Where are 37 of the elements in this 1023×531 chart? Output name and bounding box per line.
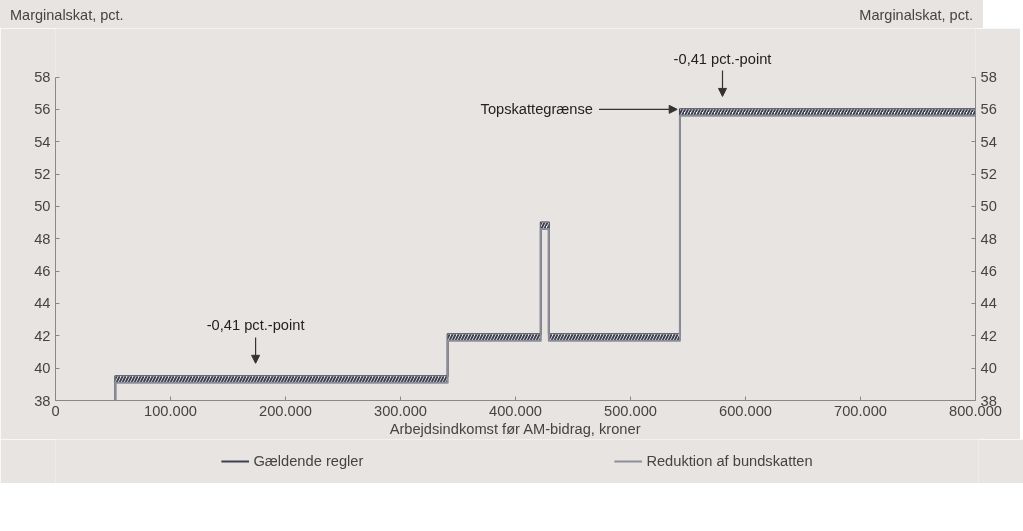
x-axis-title: Arbejdsindkomst før AM-bidrag, kroner bbox=[389, 420, 641, 437]
y-tick-label: 56 bbox=[34, 101, 51, 118]
y2-axis-title: Marginalskat, pct. bbox=[859, 6, 973, 24]
y-tick-label: 54 bbox=[34, 133, 51, 150]
y-tick-label: 38 bbox=[34, 392, 51, 409]
y2-tick-label: 54 bbox=[980, 133, 997, 150]
y-tick-label: 44 bbox=[34, 295, 51, 312]
x-tick-label: 500.000 bbox=[604, 402, 657, 419]
y-tick-label: 48 bbox=[34, 230, 51, 247]
y-tick-label: 58 bbox=[34, 69, 51, 86]
y-tick-label: 42 bbox=[34, 327, 51, 344]
y-tick-label: 46 bbox=[34, 263, 51, 280]
y2-tick-label: 58 bbox=[980, 69, 997, 86]
x-tick-label: 200.000 bbox=[259, 402, 312, 419]
legend-label: Reduktion af bundskatten bbox=[646, 453, 813, 469]
annotation: -0,41 pct.-point bbox=[206, 317, 305, 334]
x-tick-label: 300.000 bbox=[374, 402, 427, 419]
y2-tick-label: 46 bbox=[980, 263, 997, 280]
x-tick-label: 400.000 bbox=[489, 402, 542, 419]
annotation: Topskattegrænse bbox=[480, 101, 593, 118]
annotation: -0,41 pct.-point bbox=[673, 50, 772, 67]
legend-label: Gældende regler bbox=[253, 453, 364, 469]
y2-tick-label: 52 bbox=[980, 166, 997, 183]
y-tick-label: 52 bbox=[34, 166, 51, 183]
y2-tick-label: 48 bbox=[980, 230, 997, 247]
y2-tick-label: 44 bbox=[980, 295, 997, 312]
x-tick-label: 100.000 bbox=[144, 402, 197, 419]
y-tick-label: 50 bbox=[34, 198, 51, 215]
y2-tick-label: 42 bbox=[980, 327, 997, 344]
y-tick-label: 40 bbox=[34, 360, 51, 377]
x-tick-label: 600.000 bbox=[719, 402, 772, 419]
y2-tick-label: 56 bbox=[980, 101, 997, 118]
y2-tick-label: 40 bbox=[980, 360, 997, 377]
x-tick-label: 700.000 bbox=[834, 402, 887, 419]
y2-tick-label: 50 bbox=[980, 198, 997, 215]
y-axis-title: Marginalskat, pct. bbox=[10, 6, 124, 24]
x-tick-label: 0 bbox=[51, 402, 60, 419]
